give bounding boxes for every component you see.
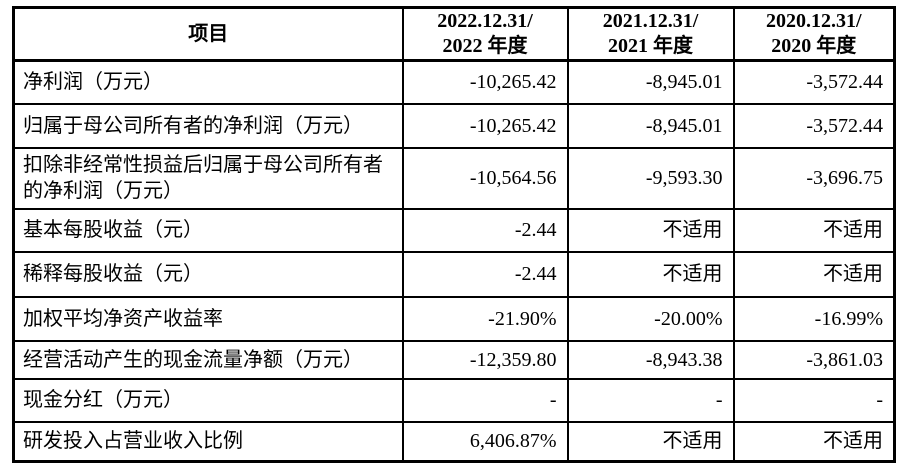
value-2022: -10,564.56 <box>401 146 569 210</box>
value-2020: 不适用 <box>732 250 896 298</box>
value-2020: 不适用 <box>732 207 896 253</box>
table-row-rd-to-revenue-ratio: 研发投入占营业收入比例 6,406.87% 不适用 不适用 <box>12 420 896 463</box>
value-2020: - <box>732 377 896 423</box>
row-label: 归属于母公司所有者的净利润（万元） <box>12 102 404 149</box>
value-2020: -3,696.75 <box>732 146 896 210</box>
value-2022: 6,406.87% <box>401 420 569 463</box>
value-2021: -8,945.01 <box>566 102 735 149</box>
header-period-2021-line1: 2021.12.31/ <box>602 10 699 32</box>
table-header-row: 项目 2022.12.31/ 2022 年度 2021.12.31/ 2021 … <box>12 6 896 62</box>
header-period-2020-line1: 2020.12.31/ <box>765 10 862 32</box>
value-2020: -3,572.44 <box>732 102 896 149</box>
value-2022: -10,265.42 <box>401 59 569 105</box>
table-row-net-profit-excl-nonrecurring: 扣除非经常性损益后归属于母公司所有者的净利润（万元） -10,564.56 -9… <box>12 146 896 210</box>
value-2021: 不适用 <box>566 207 735 253</box>
header-period-2021: 2021.12.31/ 2021 年度 <box>566 6 735 62</box>
value-2022: -2.44 <box>401 207 569 253</box>
value-2021: -9,593.30 <box>566 146 735 210</box>
header-period-2020: 2020.12.31/ 2020 年度 <box>732 6 896 62</box>
value-2022: - <box>401 377 569 423</box>
table-row-basic-eps: 基本每股收益（元） -2.44 不适用 不适用 <box>12 207 896 253</box>
value-2020: -16.99% <box>732 295 896 342</box>
financial-summary-table: 项目 2022.12.31/ 2022 年度 2021.12.31/ 2021 … <box>12 6 896 463</box>
table-row-diluted-eps: 稀释每股收益（元） -2.44 不适用 不适用 <box>12 250 896 298</box>
table-row-cash-dividend: 现金分红（万元） - - - <box>12 377 896 423</box>
header-period-2022-line1: 2022.12.31/ <box>437 10 533 32</box>
row-label: 扣除非经常性损益后归属于母公司所有者的净利润（万元） <box>12 146 404 210</box>
row-label: 净利润（万元） <box>12 59 404 105</box>
financial-summary-table-container: 项目 2022.12.31/ 2022 年度 2021.12.31/ 2021 … <box>12 6 896 463</box>
header-period-2020-line2: 2020 年度 <box>771 35 857 57</box>
header-period-2022-line2: 2022 年度 <box>442 35 528 57</box>
value-2021: -8,943.38 <box>566 339 735 380</box>
row-label: 基本每股收益（元） <box>12 207 404 253</box>
value-2021: - <box>566 377 735 423</box>
value-2020: -3,572.44 <box>732 59 896 105</box>
row-label: 加权平均净资产收益率 <box>12 295 404 342</box>
value-2022: -2.44 <box>401 250 569 298</box>
value-2021: -20.00% <box>566 295 735 342</box>
header-period-2022: 2022.12.31/ 2022 年度 <box>401 6 569 62</box>
value-2021: -8,945.01 <box>566 59 735 105</box>
row-label: 现金分红（万元） <box>12 377 404 423</box>
row-label: 稀释每股收益（元） <box>12 250 404 298</box>
table-row-weighted-avg-roe: 加权平均净资产收益率 -21.90% -20.00% -16.99% <box>12 295 896 342</box>
value-2020: -3,861.03 <box>732 339 896 380</box>
value-2020: 不适用 <box>732 420 896 463</box>
value-2021: 不适用 <box>566 420 735 463</box>
table-row-net-profit-parent: 归属于母公司所有者的净利润（万元） -10,265.42 -8,945.01 -… <box>12 102 896 149</box>
value-2022: -10,265.42 <box>401 102 569 149</box>
value-2022: -12,359.80 <box>401 339 569 380</box>
table-row-operating-cash-flow: 经营活动产生的现金流量净额（万元） -12,359.80 -8,943.38 -… <box>12 339 896 380</box>
table-row-net-profit: 净利润（万元） -10,265.42 -8,945.01 -3,572.44 <box>12 59 896 105</box>
value-2022: -21.90% <box>401 295 569 342</box>
value-2021: 不适用 <box>566 250 735 298</box>
header-item: 项目 <box>12 6 404 62</box>
row-label: 研发投入占营业收入比例 <box>12 420 404 463</box>
header-period-2021-line2: 2021 年度 <box>608 35 693 57</box>
row-label: 经营活动产生的现金流量净额（万元） <box>12 339 404 380</box>
